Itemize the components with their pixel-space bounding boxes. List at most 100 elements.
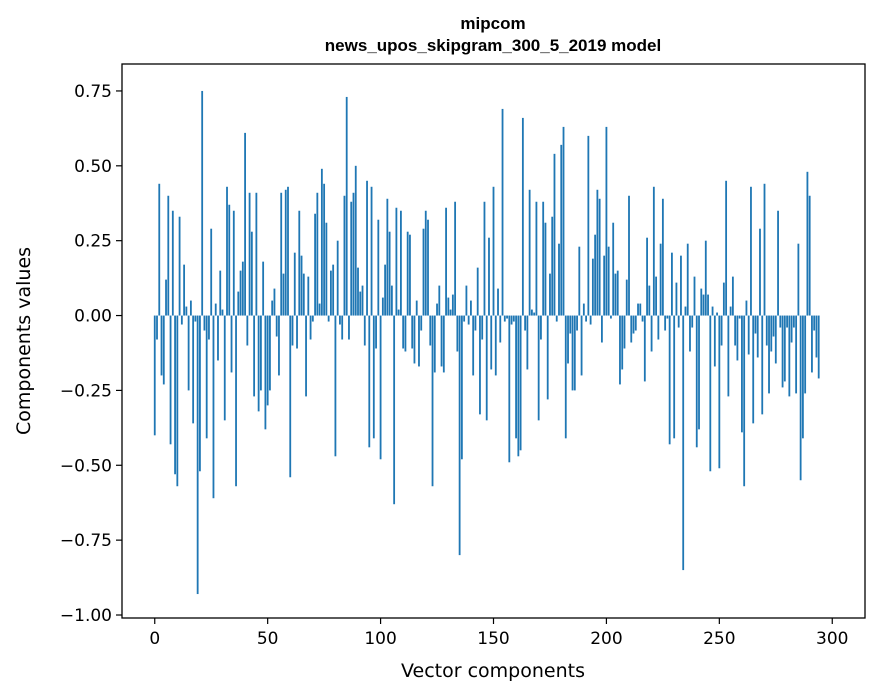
bar: [741, 315, 743, 433]
bar: [291, 315, 294, 346]
bar: [402, 315, 405, 349]
bar: [370, 186, 373, 316]
bar: [456, 315, 459, 352]
bar: [329, 270, 332, 316]
bar: [659, 243, 662, 316]
bar: [174, 315, 176, 475]
bar: [639, 303, 642, 316]
bar: [628, 195, 630, 316]
bar: [770, 315, 773, 352]
bar: [673, 315, 676, 439]
bar: [727, 315, 730, 397]
bar: [605, 126, 608, 316]
bar: [693, 276, 696, 316]
bar: [756, 315, 759, 358]
bar: [781, 315, 784, 388]
bar: [481, 315, 484, 340]
bar: [553, 153, 556, 316]
bar: [250, 231, 253, 316]
bar: [682, 315, 685, 571]
bar: [352, 192, 355, 316]
bar: [795, 315, 798, 394]
bar: [510, 315, 513, 325]
bar: [463, 315, 466, 322]
bar: [578, 246, 581, 316]
bar: [388, 231, 391, 316]
bar: [589, 315, 592, 325]
bar: [282, 273, 285, 316]
bar: [508, 315, 511, 463]
y-tick-label: 0.00: [74, 307, 112, 327]
bar: [551, 216, 554, 316]
bar: [275, 315, 278, 337]
bar: [512, 315, 515, 322]
bar: [178, 216, 181, 316]
bar: [269, 315, 271, 391]
bar: [354, 165, 357, 316]
bar: [542, 201, 545, 316]
bar: [323, 183, 326, 316]
y-tick-label: 0.50: [74, 157, 112, 177]
bar: [458, 315, 461, 556]
bar: [424, 210, 427, 316]
bar: [558, 243, 560, 316]
bar: [709, 315, 712, 472]
bar: [165, 279, 167, 316]
bar: [311, 315, 314, 322]
bar: [612, 222, 615, 316]
bar: [208, 315, 210, 340]
bar: [702, 294, 705, 316]
bar: [546, 315, 549, 400]
x-tick-label: 0: [149, 629, 160, 649]
bar: [372, 315, 375, 439]
bar: [375, 315, 377, 349]
bar: [176, 315, 179, 487]
bar: [632, 315, 635, 334]
bar: [479, 315, 481, 415]
bar: [262, 261, 265, 316]
bar: [377, 219, 380, 316]
bar: [470, 300, 472, 316]
bar: [623, 315, 626, 349]
bar: [677, 315, 680, 328]
bar: [736, 315, 739, 361]
bar: [205, 315, 208, 439]
bar: [253, 315, 256, 397]
bar: [777, 210, 779, 316]
bar: [695, 315, 698, 448]
bar: [436, 303, 438, 316]
bar: [203, 315, 206, 331]
bar: [196, 315, 199, 595]
bar: [237, 291, 240, 316]
x-tick-label: 150: [477, 629, 509, 649]
bar: [357, 267, 359, 316]
bar: [521, 117, 524, 316]
bar: [587, 135, 590, 316]
bar: [596, 189, 599, 316]
bar: [289, 315, 292, 478]
bar: [684, 306, 687, 316]
bar: [244, 132, 246, 316]
bar: [210, 228, 213, 316]
bar: [160, 315, 163, 376]
bar: [806, 171, 809, 316]
bar: [625, 279, 628, 316]
bar: [630, 315, 633, 343]
bar: [406, 231, 409, 316]
bar: [616, 270, 619, 316]
bars-group: [153, 90, 820, 595]
bar: [698, 315, 700, 430]
bar: [804, 315, 807, 394]
bar: [657, 315, 660, 340]
y-tick-label: −0.75: [60, 531, 112, 551]
bar: [506, 315, 508, 319]
bar: [339, 315, 341, 325]
bar: [759, 228, 761, 316]
bar: [544, 222, 547, 316]
bar: [474, 315, 477, 331]
bar: [650, 315, 653, 352]
bar: [199, 315, 201, 472]
bar: [325, 222, 328, 316]
bar: [438, 285, 441, 316]
bar: [296, 315, 298, 349]
